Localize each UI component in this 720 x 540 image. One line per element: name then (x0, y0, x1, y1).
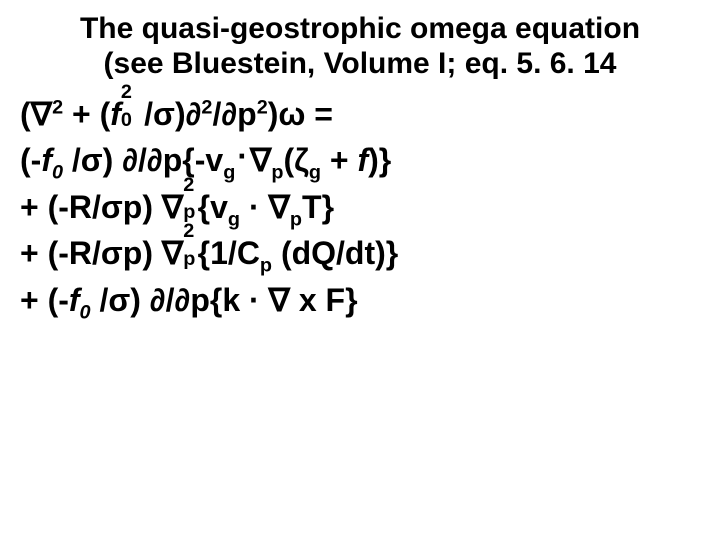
l3-plus-open: + (-R/σp) (20, 189, 162, 225)
l5-f: f (69, 282, 80, 318)
l2-slash-sigma: /σ) (63, 142, 113, 178)
nabla-icon: ∇ (269, 282, 290, 318)
l4-nabla-sq-p: p2 (183, 232, 197, 264)
l1-close: )ω = (268, 96, 333, 132)
l1-sup2b: 2 (121, 83, 132, 103)
slide: The quasi-geostrophic omega equation (se… (0, 0, 720, 540)
l3-open-v: {v (198, 189, 228, 225)
slide-title: The quasi-geostrophic omega equation (se… (20, 12, 700, 81)
l3-T-close: T} (302, 189, 334, 225)
l5-space (141, 282, 150, 318)
l1-sup2a: 2 (52, 96, 63, 118)
title-line-2: (see Bluestein, Volume I; eq. 5. 6. 14 (104, 47, 617, 80)
l5-rest: x F} (290, 282, 358, 318)
l2-close: )} (368, 142, 391, 178)
l1-sup2d: 2 (257, 96, 268, 118)
l5-dot: · (240, 282, 268, 318)
nabla-icon: ∇ (162, 235, 183, 271)
l4-rest: (d (272, 235, 311, 271)
l4-plus-open: + (-R/σp) (20, 235, 162, 271)
l2-space (113, 142, 122, 178)
equation-line-1: (∇2 + (f02 /σ)∂2/∂p2)ω = (20, 91, 700, 137)
l5-ddp: ∂/∂p{k (150, 282, 240, 318)
l1-slash-sigma: /σ)∂ (135, 96, 201, 132)
l4-subp2: p (260, 255, 272, 277)
l4-open: {1/C (198, 235, 260, 271)
l2-ddp: ∂/∂p{-v (122, 142, 223, 178)
nabla-icon: ∇ (268, 189, 289, 225)
l2-f: f (41, 142, 52, 178)
l1-f: f (110, 96, 121, 132)
l4-sup2: 2 (183, 222, 194, 242)
equation-line-4: + (-R/σp) ∇p2{1/Cp (dQ/dt)} (20, 230, 700, 276)
title-line-1: The quasi-geostrophic omega equation (80, 12, 640, 45)
l2-f2: f (357, 142, 368, 178)
l3-nabla-sq-p: p2 (183, 186, 197, 218)
equation-line-2: (-f0 /σ) ∂/∂p{-vg·∇p(ζg + f)} (20, 137, 700, 183)
l4-Q: Q (311, 235, 336, 271)
l1-sup2c: 2 (201, 96, 212, 118)
dot-icon: · (235, 138, 250, 174)
l4-subp: p (183, 250, 195, 270)
l2-plus: + (321, 142, 357, 178)
l4-close: /dt)} (336, 235, 398, 271)
l3-sup2: 2 (183, 176, 194, 196)
nabla-icon: ∇ (31, 96, 52, 132)
l3-subg: g (228, 208, 240, 230)
l3-dot: · (240, 189, 268, 225)
l2-open-zeta: (ζ (284, 142, 309, 178)
l2-subg1: g (223, 162, 235, 184)
l1-plus1: + ( (63, 96, 110, 132)
l3-subp2: p (290, 208, 302, 230)
l1-f0sq: 02 (121, 93, 135, 125)
l2-subp: p (271, 162, 283, 184)
l5-plus-open: + (- (20, 282, 69, 318)
nabla-icon: ∇ (250, 142, 271, 178)
equation-line-5: + (-f0 /σ) ∂/∂p{k · ∇ x F} (20, 277, 700, 323)
l5-slash-sigma: /σ) (91, 282, 141, 318)
l1-open: ( (20, 96, 31, 132)
l2-subg2: g (309, 162, 321, 184)
l1-sub0: 0 (121, 111, 132, 131)
l2-sub0: 0 (52, 162, 63, 184)
l5-sub0: 0 (80, 301, 91, 323)
l2-open: (- (20, 142, 41, 178)
l1-slash-dp: /∂p (212, 96, 256, 132)
equation-block: (∇2 + (f02 /σ)∂2/∂p2)ω = (-f0 /σ) ∂/∂p{-… (20, 91, 700, 323)
nabla-icon: ∇ (162, 189, 183, 225)
equation-line-3: + (-R/σp) ∇p2{vg · ∇pT} (20, 184, 700, 230)
